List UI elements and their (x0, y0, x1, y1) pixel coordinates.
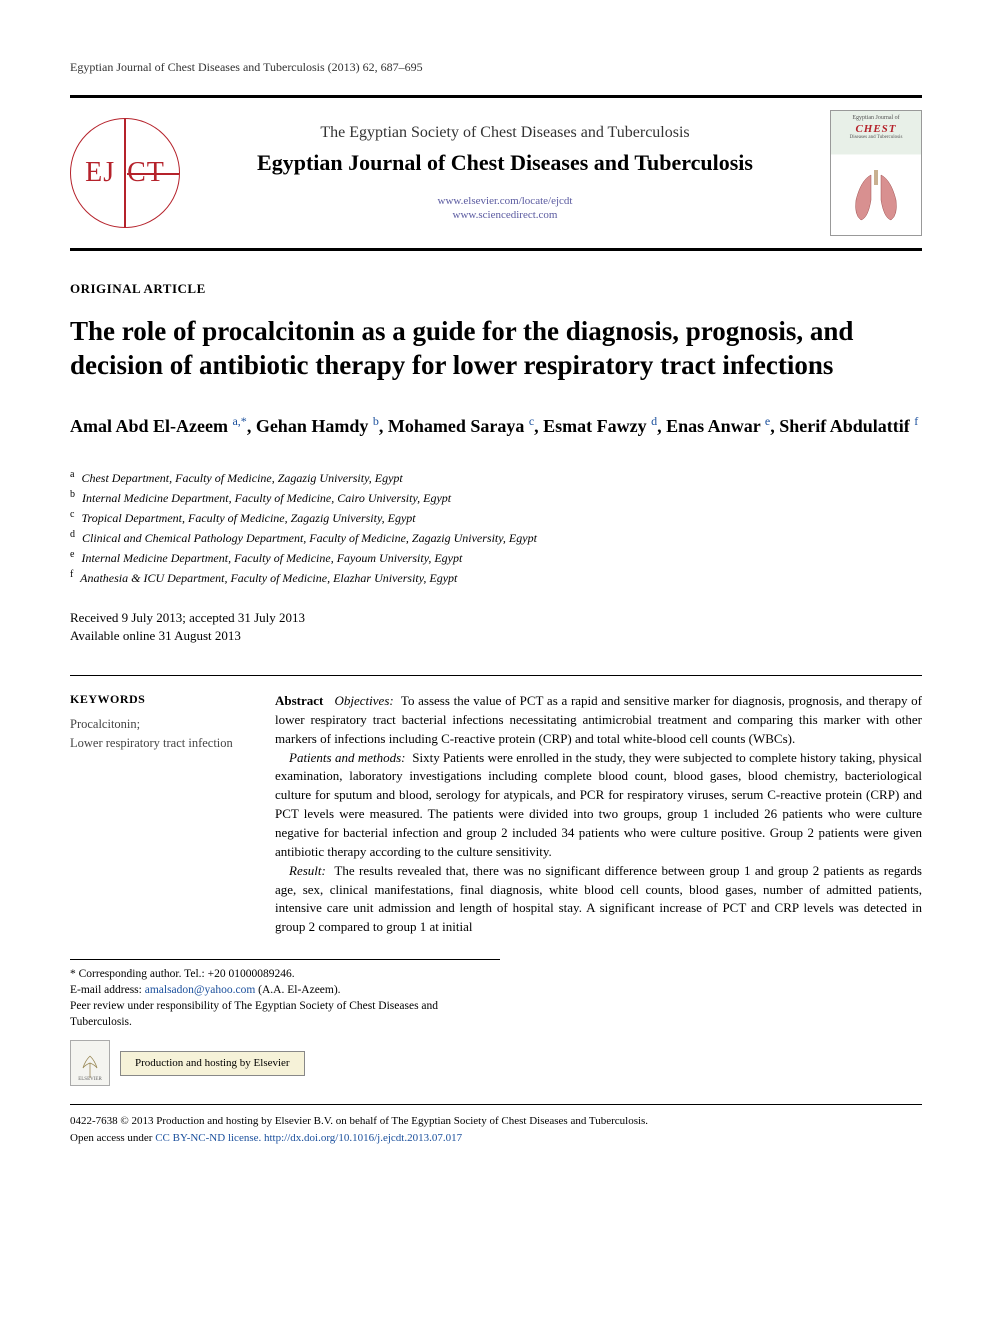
keywords-body: Procalcitonin;Lower respiratory tract in… (70, 715, 245, 753)
elsevier-logo-text: ELSEVIER (78, 1076, 102, 1083)
abstract: Abstract Objectives: To assess the value… (275, 692, 922, 937)
journal-url-1[interactable]: www.elsevier.com/locate/ejcdt (200, 194, 810, 208)
affiliation-d: d Clinical and Chemical Pathology Depart… (70, 527, 922, 547)
footnotes: * Corresponding author. Tel.: +20 010000… (70, 959, 500, 1086)
affiliation-f: f Anathesia & ICU Department, Faculty of… (70, 567, 922, 587)
email-label: E-mail address: (70, 984, 145, 996)
journal-url-2[interactable]: www.sciencedirect.com (200, 208, 810, 222)
objectives-head: Objectives: (335, 693, 394, 708)
email-tail: (A.A. El-Azeem). (255, 984, 340, 996)
open-access-pre: Open access under (70, 1132, 155, 1144)
cover-small-text: Egyptian Journal of (831, 115, 921, 121)
available-online: Available online 31 August 2013 (70, 627, 922, 645)
journal-header: EJ CT The Egyptian Society of Chest Dise… (70, 95, 922, 251)
logo-text-left: EJ (85, 157, 115, 189)
copyright-line: 0422-7638 © 2013 Production and hosting … (70, 1113, 922, 1130)
cover-sub: Diseases and Tuberculosis (831, 135, 921, 140)
affiliation-e: e Internal Medicine Department, Faculty … (70, 547, 922, 567)
affiliations: a Chest Department, Faculty of Medicine,… (70, 467, 922, 587)
production-hosting: Production and hosting by Elsevier (120, 1051, 305, 1076)
doi-link[interactable]: http://dx.doi.org/10.1016/j.ejcdt.2013.0… (264, 1132, 462, 1144)
copyright: 0422-7638 © 2013 Production and hosting … (70, 1104, 922, 1146)
received-accepted: Received 9 July 2013; accepted 31 July 2… (70, 609, 922, 627)
article-dates: Received 9 July 2013; accepted 31 July 2… (70, 609, 922, 645)
authors: Amal Abd El-Azeem a,*, Gehan Hamdy b, Mo… (70, 413, 922, 439)
lung-icon (846, 170, 906, 225)
journal-title: Egyptian Journal of Chest Diseases and T… (200, 150, 810, 176)
email-link[interactable]: amalsadon@yahoo.com (145, 984, 256, 996)
article-title: The role of procalcitonin as a guide for… (70, 315, 922, 383)
abstract-label: Abstract (275, 693, 323, 708)
license-link[interactable]: CC BY-NC-ND license. (155, 1132, 261, 1144)
keywords-heading: KEYWORDS (70, 692, 245, 707)
methods-head: Patients and methods: (289, 750, 406, 765)
result-text: The results revealed that, there was no … (275, 863, 922, 935)
affiliation-b: b Internal Medicine Department, Faculty … (70, 487, 922, 507)
result-head: Result: (289, 863, 326, 878)
elsevier-logo: ELSEVIER (70, 1040, 110, 1086)
peer-review: Peer review under responsibility of The … (70, 998, 500, 1030)
methods-text: Sixty Patients were enrolled in the stud… (275, 750, 922, 859)
journal-logo: EJ CT (70, 118, 180, 228)
society-name: The Egyptian Society of Chest Diseases a… (200, 124, 810, 142)
cover-thumbnail: Egyptian Journal of CHEST Diseases and T… (830, 110, 922, 236)
running-head: Egyptian Journal of Chest Diseases and T… (70, 60, 922, 75)
section-label: ORIGINAL ARTICLE (70, 281, 922, 297)
affiliation-a: a Chest Department, Faculty of Medicine,… (70, 467, 922, 487)
cover-title: CHEST (831, 123, 921, 135)
affiliation-c: c Tropical Department, Faculty of Medici… (70, 507, 922, 527)
corresponding-author: * Corresponding author. Tel.: +20 010000… (70, 966, 500, 982)
